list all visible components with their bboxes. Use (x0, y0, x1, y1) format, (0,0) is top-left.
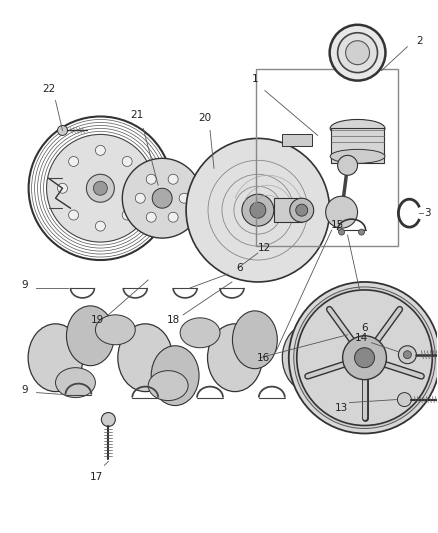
Ellipse shape (56, 368, 95, 398)
Text: 20: 20 (198, 114, 212, 124)
Circle shape (168, 212, 178, 222)
Text: 6: 6 (361, 323, 368, 333)
Circle shape (69, 210, 78, 220)
Text: 22: 22 (42, 84, 55, 94)
Circle shape (122, 210, 132, 220)
Circle shape (346, 41, 370, 64)
Circle shape (326, 196, 357, 228)
Circle shape (122, 157, 132, 166)
Circle shape (330, 25, 385, 80)
Bar (331, 128, 385, 163)
Circle shape (397, 393, 411, 407)
Circle shape (57, 125, 67, 135)
Circle shape (242, 194, 274, 226)
Circle shape (46, 134, 154, 242)
Circle shape (179, 193, 189, 203)
Text: 17: 17 (90, 472, 103, 482)
Text: 19: 19 (91, 315, 104, 325)
Bar (256, 69, 399, 246)
Text: 15: 15 (331, 220, 344, 230)
Circle shape (86, 174, 114, 202)
Text: 9: 9 (21, 280, 28, 290)
Ellipse shape (208, 324, 262, 392)
Circle shape (338, 33, 378, 72)
Ellipse shape (148, 370, 188, 401)
Circle shape (152, 188, 172, 208)
Circle shape (168, 174, 178, 184)
Text: 21: 21 (131, 110, 144, 120)
Circle shape (343, 336, 386, 379)
Text: 1: 1 (251, 74, 258, 84)
Circle shape (186, 139, 330, 282)
Text: 13: 13 (335, 402, 348, 413)
Circle shape (297, 290, 432, 425)
Circle shape (122, 158, 202, 238)
Ellipse shape (330, 149, 385, 163)
Circle shape (135, 193, 145, 203)
Ellipse shape (67, 306, 114, 366)
Ellipse shape (233, 311, 277, 369)
Circle shape (95, 221, 106, 231)
Circle shape (355, 348, 374, 368)
Circle shape (250, 202, 266, 218)
Ellipse shape (330, 119, 385, 138)
Text: 16: 16 (257, 353, 271, 363)
Circle shape (294, 287, 435, 429)
Circle shape (93, 181, 107, 195)
Circle shape (133, 183, 143, 193)
Bar (282, 134, 312, 147)
Text: 3: 3 (424, 208, 431, 218)
Text: 14: 14 (355, 333, 368, 343)
Circle shape (403, 351, 411, 359)
Ellipse shape (180, 318, 220, 348)
Circle shape (146, 174, 156, 184)
Circle shape (101, 413, 115, 426)
Ellipse shape (28, 324, 83, 392)
Text: 2: 2 (416, 36, 423, 46)
Ellipse shape (283, 324, 337, 392)
Circle shape (290, 198, 314, 222)
Text: 18: 18 (166, 315, 180, 325)
Ellipse shape (95, 315, 135, 345)
Circle shape (296, 204, 308, 216)
Text: 9: 9 (21, 385, 28, 394)
Circle shape (339, 229, 345, 235)
Circle shape (359, 229, 364, 235)
Circle shape (57, 183, 67, 193)
Ellipse shape (118, 324, 173, 392)
Circle shape (69, 157, 78, 166)
Ellipse shape (151, 346, 199, 406)
Text: 6: 6 (237, 263, 243, 273)
Circle shape (95, 146, 106, 155)
Bar (274, 198, 302, 222)
Circle shape (399, 346, 417, 364)
Circle shape (146, 212, 156, 222)
Circle shape (338, 155, 357, 175)
Circle shape (289, 282, 438, 433)
Text: 12: 12 (258, 243, 272, 253)
